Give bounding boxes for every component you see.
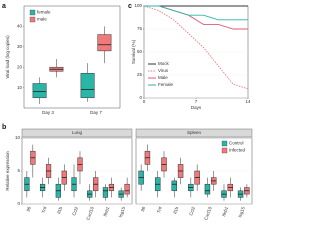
x-tick-label: Day 7 (90, 110, 102, 115)
legend-label: female (37, 10, 51, 15)
x-tick-label: 7 (195, 99, 198, 104)
x-tick-label: Isg15 (118, 206, 127, 219)
x-tick-label: Il1b (172, 206, 179, 215)
x-tick-label: Ccl2 (188, 206, 196, 217)
x-tick-label: Il1b (56, 206, 63, 215)
box (32, 83, 47, 99)
x-tick-label: 0 (143, 99, 146, 104)
y-axis-label: Relative expression (5, 151, 10, 191)
legend-label: male (37, 17, 47, 22)
plot-area (23, 5, 121, 109)
x-tick-label: Day 3 (42, 110, 54, 115)
y-tick-label: 5 (17, 168, 20, 173)
survival-line (143, 5, 249, 90)
box (97, 34, 112, 52)
x-axis-label: Days (191, 105, 202, 110)
legend-label: Female (158, 82, 174, 87)
y-tick-label: 100 (134, 3, 142, 8)
x-tick-label: Isg15 (237, 206, 246, 219)
x-tick-label: 14 (245, 99, 251, 104)
y-tick-label: 20 (17, 64, 23, 69)
legend-swatch (29, 16, 36, 23)
x-tick-label: Cxcl10 (203, 206, 213, 221)
survival-line (144, 5, 248, 30)
y-tick-label: 30 (17, 44, 23, 49)
panel-label: c (128, 3, 132, 10)
legend-label: Control (229, 141, 244, 146)
y-tick-label: 10 (17, 85, 23, 90)
box (171, 180, 178, 192)
y-tick-label: 10 (15, 135, 21, 140)
x-tick-label: Ccl2 (71, 206, 79, 217)
legend-label: Virus (158, 68, 169, 73)
x-tick-label: Tnf (41, 205, 48, 214)
box (124, 183, 130, 195)
legend-label: Male (158, 75, 168, 80)
panel-label: b (2, 124, 6, 131)
legend-swatch (221, 147, 228, 154)
y-axis-label: Survival (%) (131, 39, 136, 64)
survival-line (144, 5, 248, 21)
facet-title: Spleen (187, 130, 202, 135)
y-tick-label: 50 (137, 49, 143, 54)
panel-label: a (2, 3, 6, 10)
facet-strip (21, 128, 133, 138)
legend-swatch (221, 140, 228, 147)
box (80, 73, 95, 99)
legend-swatch (29, 9, 36, 16)
y-tick-label: 0 (17, 201, 20, 206)
y-tick-label: 25 (137, 72, 143, 77)
x-tick-label: Tnf (156, 205, 163, 214)
facet-title: Lung (72, 130, 83, 135)
figure: a 10 20 30 40 Viral load (log copies) Day 3 Day… (2, 3, 253, 221)
y-tick-label: 75 (137, 26, 143, 31)
x-tick-label: Cxcl10 (85, 206, 95, 221)
x-tick-label: Ifnb1 (102, 206, 110, 218)
legend-label: Infected (229, 148, 246, 153)
x-tick-label: Il6 (140, 206, 146, 213)
x-tick-label: Ifnb1 (221, 206, 229, 218)
facet-strip (135, 128, 253, 138)
y-tick-label: 40 (17, 24, 23, 29)
x-tick-label: Il6 (26, 206, 32, 213)
legend-label: Mock (158, 61, 170, 66)
box (204, 183, 211, 195)
y-axis-label: Viral load (log copies) (5, 35, 10, 79)
y-tick-label: 0 (139, 95, 142, 100)
box (102, 187, 109, 198)
